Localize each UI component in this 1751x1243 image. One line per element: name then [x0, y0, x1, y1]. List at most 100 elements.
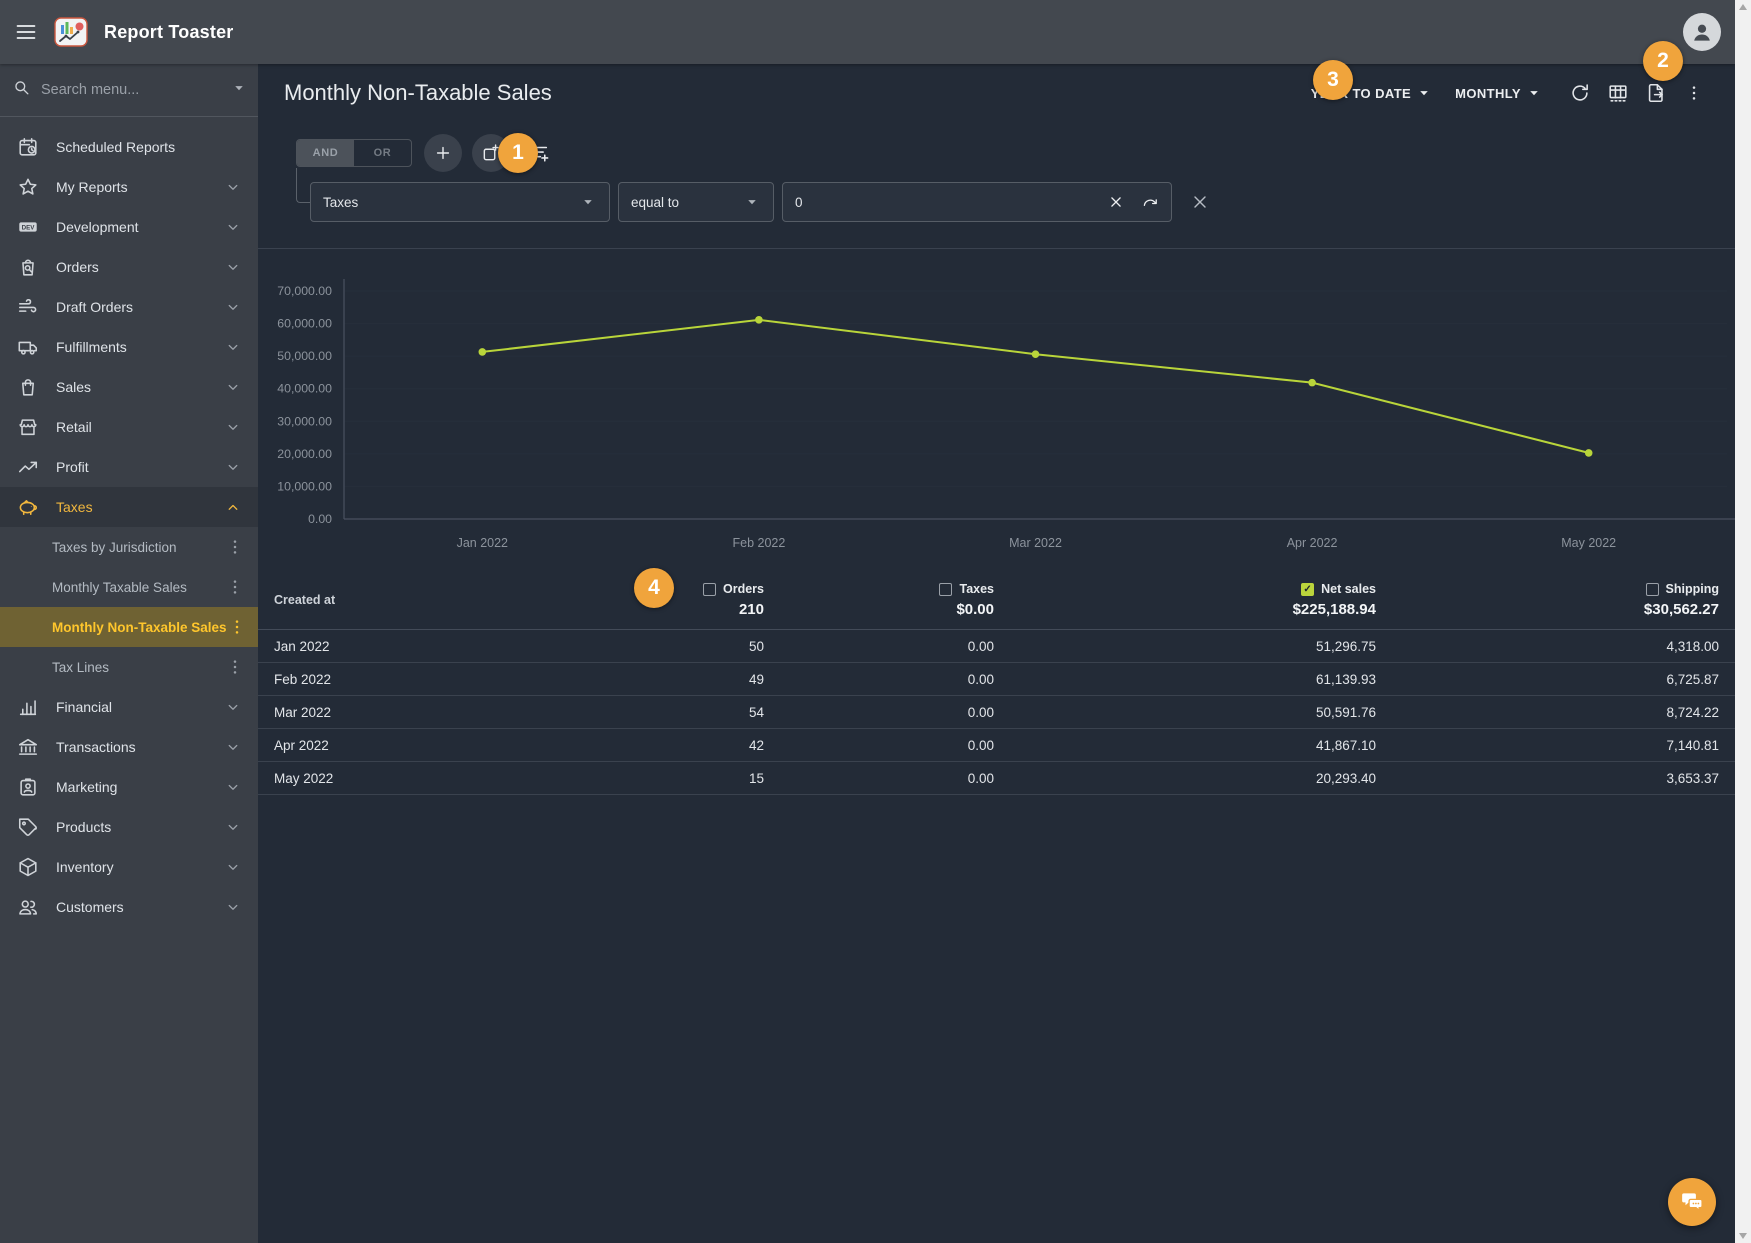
table-row[interactable]: Apr 2022 42 0.00 41,867.10 7,140.81	[258, 729, 1735, 762]
sidebar-item-label: Profit	[56, 459, 89, 475]
unchecked-checkbox[interactable]	[703, 582, 716, 596]
user-avatar[interactable]	[1683, 13, 1721, 51]
add-condition-button[interactable]	[424, 134, 462, 172]
unchecked-checkbox[interactable]	[1645, 582, 1659, 596]
table-columns-icon[interactable]	[1603, 78, 1633, 108]
sidebar-subitem-monthly-non-taxable-sales[interactable]: Monthly Non-Taxable Sales	[0, 607, 258, 647]
cell-value: 8,724.22	[1666, 704, 1719, 720]
scroll-up-arrow-icon[interactable]	[1739, 4, 1747, 10]
sidebar-item-financial[interactable]: Financial	[0, 687, 258, 727]
search-caret-down-icon[interactable]	[230, 79, 248, 102]
kebab-icon[interactable]	[225, 657, 245, 677]
box-icon	[16, 856, 40, 878]
and-toggle[interactable]: AND	[297, 140, 354, 166]
cell-value: 0.00	[967, 638, 994, 654]
sidebar-item-development[interactable]: DEV Development	[0, 207, 258, 247]
kebab-icon[interactable]	[1679, 78, 1709, 108]
svg-text:Jan 2022: Jan 2022	[457, 536, 508, 550]
row-label: Apr 2022	[274, 737, 329, 753]
sidebar-item-fulfillments[interactable]: Fulfillments	[0, 327, 258, 367]
sidebar-item-marketing[interactable]: Marketing	[0, 767, 258, 807]
cell-value: 7,140.81	[1666, 737, 1719, 753]
chevron-down-icon	[224, 378, 242, 396]
sidebar-item-scheduled-reports[interactable]: Scheduled Reports	[0, 127, 258, 167]
table-row[interactable]: Jan 2022 50 0.00 51,296.75 4,318.00	[258, 630, 1735, 663]
caret-down-icon	[579, 193, 597, 211]
sidebar-item-my-reports[interactable]: My Reports	[0, 167, 258, 207]
sidebar-item-orders[interactable]: Orders	[0, 247, 258, 287]
sidebar-item-draft-orders[interactable]: Draft Orders	[0, 287, 258, 327]
sidebar-item-retail[interactable]: Retail	[0, 407, 258, 447]
column-total: $30,562.27	[1643, 601, 1719, 618]
sidebar-item-sales[interactable]: Sales	[0, 367, 258, 407]
column-toggle[interactable]: ✓ Net sales	[1301, 582, 1376, 596]
table-row[interactable]: Feb 2022 49 0.00 61,139.93 6,725.87	[258, 663, 1735, 696]
column-toggle[interactable]: Taxes	[939, 582, 994, 596]
sidebar-item-label: Taxes	[56, 499, 93, 515]
remove-filter-icon[interactable]	[1190, 192, 1210, 212]
svg-text:30,000.00: 30,000.00	[277, 414, 332, 428]
sidebar-subitem-taxes-by-jurisdiction[interactable]: Taxes by Jurisdiction	[0, 527, 258, 567]
filter-value-input[interactable]: 0	[782, 182, 1172, 222]
chevron-down-icon	[224, 698, 242, 716]
svg-text:Feb 2022: Feb 2022	[732, 536, 785, 550]
filter-field-select[interactable]: Taxes	[310, 182, 610, 222]
row-label: Feb 2022	[274, 671, 332, 687]
hamburger-menu-icon[interactable]	[14, 20, 38, 44]
clear-value-icon[interactable]	[1107, 193, 1125, 211]
cell-value: 0.00	[967, 770, 994, 786]
kebab-icon[interactable]	[227, 617, 247, 637]
table-row[interactable]: Mar 2022 54 0.00 50,591.76 8,724.22	[258, 696, 1735, 729]
kebab-icon[interactable]	[225, 537, 245, 557]
sidebar-subitem-monthly-taxable-sales[interactable]: Monthly Taxable Sales	[0, 567, 258, 607]
chevron-down-icon	[224, 418, 242, 436]
tag-icon	[16, 816, 40, 838]
row-label: Mar 2022	[274, 704, 332, 720]
file-export-icon[interactable]	[1641, 78, 1671, 108]
top-app-bar: Report Toaster	[0, 0, 1735, 64]
filter-value: 0	[795, 194, 803, 210]
checked-checkbox[interactable]: ✓	[1301, 582, 1315, 596]
column-toggle[interactable]: Orders	[703, 582, 764, 596]
and-or-toggle: AND OR	[296, 139, 412, 167]
sidebar-item-transactions[interactable]: Transactions	[0, 727, 258, 767]
chevron-down-icon	[224, 458, 242, 476]
tree-connector	[296, 168, 310, 203]
apply-redo-icon[interactable]	[1141, 193, 1159, 211]
cell-value: 15	[748, 770, 764, 786]
filter-operator-select[interactable]: equal to	[618, 182, 774, 222]
sidebar-item-label: Scheduled Reports	[56, 139, 176, 155]
sidebar-item-profit[interactable]: Profit	[0, 447, 258, 487]
search-icon	[12, 78, 31, 102]
chat-launcher-button[interactable]	[1668, 1178, 1716, 1226]
search-input[interactable]	[39, 81, 222, 99]
cell-value: 51,296.75	[1315, 638, 1376, 654]
granularity-select[interactable]: MONTHLY	[1455, 84, 1543, 102]
sidebar-subitem-tax-lines[interactable]: Tax Lines	[0, 647, 258, 687]
sidebar-item-products[interactable]: Products	[0, 807, 258, 847]
column-toggle[interactable]: Shipping	[1645, 582, 1719, 596]
people-icon	[16, 896, 40, 918]
table-row[interactable]: May 2022 15 0.00 20,293.40 3,653.37	[258, 762, 1735, 795]
line-chart: 0.00 10,000.00 20,000.00 30,000.00 40,000.00…	[277, 279, 1735, 550]
filter-builder: AND OR Taxes equal to 0	[258, 122, 1735, 248]
sidebar-item-inventory[interactable]: Inventory	[0, 847, 258, 887]
sidebar-item-taxes[interactable]: Taxes	[0, 487, 258, 527]
or-toggle[interactable]: OR	[373, 147, 392, 159]
subitem-label: Taxes by Jurisdiction	[52, 539, 177, 555]
cell-value: 0.00	[967, 704, 994, 720]
chevron-down-icon	[224, 818, 242, 836]
table-body: Jan 2022 50 0.00 51,296.75 4,318.00 Feb 2022 4…	[258, 630, 1735, 795]
kebab-icon[interactable]	[225, 577, 245, 597]
refresh-icon[interactable]	[1565, 78, 1595, 108]
truck-icon	[16, 336, 40, 358]
unchecked-checkbox[interactable]	[939, 582, 953, 596]
sidebar-item-label: Inventory	[56, 859, 114, 875]
row-label: May 2022	[274, 770, 334, 786]
chart-panel: 0.00 10,000.00 20,000.00 30,000.00 40,000.00…	[258, 248, 1735, 571]
subitem-label: Monthly Non-Taxable Sales	[52, 619, 227, 635]
sidebar-item-customers[interactable]: Customers	[0, 887, 258, 927]
page-scrollbar[interactable]	[1735, 0, 1751, 1243]
scroll-down-arrow-icon[interactable]	[1739, 1233, 1747, 1239]
